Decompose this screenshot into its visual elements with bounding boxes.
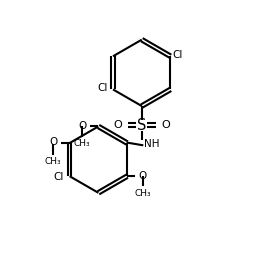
Text: O: O (78, 122, 86, 131)
Text: CH₃: CH₃ (44, 157, 61, 166)
Text: NH: NH (144, 139, 159, 149)
Text: O: O (114, 120, 122, 130)
Text: O: O (50, 137, 58, 147)
Text: Cl: Cl (173, 50, 183, 60)
Text: Cl: Cl (53, 172, 63, 182)
Text: S: S (137, 118, 147, 133)
Text: CH₃: CH₃ (135, 189, 151, 198)
Text: O: O (139, 171, 147, 181)
Text: O: O (161, 120, 170, 130)
Text: CH₃: CH₃ (74, 139, 90, 148)
Text: Cl: Cl (97, 83, 108, 93)
